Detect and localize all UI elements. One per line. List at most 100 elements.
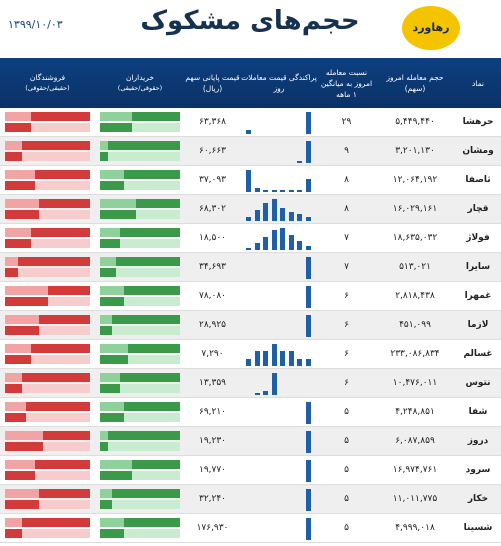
top-banner: رهاورد ۳۶۵ حجم‌های مشکوک ۱۳۹۹/۱۰/۰۳ [0, 0, 501, 78]
sellers [0, 514, 95, 542]
volume: ۶,۰۸۷,۸۵۹ [395, 436, 435, 446]
ratio-cell: ۶ [318, 282, 375, 310]
symbol-cell: دروز [455, 427, 501, 455]
ratio-cell: ۶ [318, 340, 375, 368]
sellers-legal [5, 431, 44, 440]
sellers-legal [5, 373, 22, 382]
buyers [95, 253, 185, 281]
price-cell: ۱۹,۷۷۰ [185, 456, 240, 484]
price-cell: ۷۸,۰۸۰ [185, 282, 240, 310]
buyers-legal [100, 489, 112, 498]
buyers-legal [100, 112, 132, 121]
ratio-cell: ۸ [318, 166, 375, 194]
distribution-bar [305, 257, 311, 279]
symbol: سرود [465, 465, 491, 475]
buyers-legal [100, 257, 116, 266]
sellers-real [22, 152, 90, 161]
price: ۶۳,۳۶۸ [198, 117, 227, 127]
ratio: ۸ [344, 204, 349, 214]
distribution-bar [305, 112, 311, 134]
ratio-cell: ۵ [318, 485, 375, 513]
sellers-legal [5, 286, 48, 295]
volume: ۳,۲۰۱,۱۳۰ [395, 146, 435, 156]
distribution-bar [246, 170, 251, 192]
sellers-legal [5, 518, 22, 527]
buyers [95, 311, 185, 339]
distribution-bar [246, 129, 251, 134]
buyers-legal [100, 500, 112, 509]
sellers [0, 456, 95, 484]
distribution-bar [246, 247, 251, 250]
buyers [95, 427, 185, 455]
column-title: حجم معامله امروز (سهم) [386, 73, 444, 93]
price: ۱۹,۲۳۰ [198, 436, 227, 446]
buyers-real [112, 315, 180, 324]
price: ۱۹,۷۷۰ [198, 465, 227, 475]
buyers [95, 224, 185, 252]
ratio-cell: ۷ [318, 224, 375, 252]
logo: رهاورد ۳۶۵ [402, 6, 460, 78]
buyers-real [132, 123, 180, 132]
price-cell: ۱۸,۵۰۰ [185, 224, 240, 252]
ratio-cell: ۵ [318, 514, 375, 542]
distribution-bar [280, 351, 285, 366]
distribution-bar [305, 286, 311, 308]
volume-cell: ۱۲,۰۶۴,۱۹۲ [375, 166, 455, 194]
distribution-bar [297, 241, 302, 250]
sellers-real [43, 442, 90, 451]
table-row: غسالم ۲۳۳,۰۸۶,۸۳۴ ۶ ۷,۲۹۰ [0, 340, 501, 369]
distribution-bar [305, 460, 311, 482]
volume-cell: ۵,۴۴۹,۴۴۰ [375, 108, 455, 136]
symbol-cell: شسینا [455, 514, 501, 542]
volume: ۱۸,۶۳۵,۰۳۲ [392, 233, 438, 243]
distribution-bar [280, 228, 285, 250]
buyers [95, 340, 185, 368]
price: ۳۴,۶۹۳ [198, 262, 227, 272]
sellers [0, 253, 95, 281]
column-title: نسبت معامله امروز به میانگین ۱ ماهه [320, 67, 373, 99]
symbol: ثاصفا [465, 175, 491, 185]
date: ۱۳۹۹/۱۰/۰۳ [8, 18, 63, 31]
price-cell: ۲۸,۹۲۵ [185, 311, 240, 339]
sellers-real [22, 141, 90, 150]
buyers-legal [100, 170, 124, 179]
buyers-real [124, 402, 180, 411]
table-row: ثاصفا ۱۲,۰۶۴,۱۹۲ ۸ ۳۷,۰۹۳ [0, 166, 501, 195]
sellers-legal [5, 326, 39, 335]
distribution-cell [240, 340, 318, 368]
buyers-legal [100, 239, 120, 248]
buyers-legal [100, 442, 108, 451]
buyers-legal [100, 210, 136, 219]
table-row: شسینا ۴,۹۹۹,۰۱۸ ۵ ۱۷۶,۹۳۰ [0, 514, 501, 543]
distribution-bar [254, 392, 260, 395]
buyers-real [132, 460, 180, 469]
distribution-bar [297, 160, 302, 163]
price: ۶۹,۲۱۰ [198, 407, 227, 417]
sellers-legal [5, 257, 18, 266]
ratio-cell: ۸ [318, 195, 375, 223]
sellers-legal [5, 489, 39, 498]
sellers-legal [5, 123, 31, 132]
buyers [95, 456, 185, 484]
sellers-real [30, 228, 90, 237]
buyers-legal [100, 355, 128, 364]
buyers-real [120, 373, 180, 382]
column-header: نسبت معامله امروز به میانگین ۱ ماهه [318, 58, 375, 108]
distribution-cell [240, 166, 318, 194]
sellers [0, 398, 95, 426]
buyers [95, 514, 185, 542]
ratio: ۷ [344, 262, 349, 272]
price: ۳۷,۰۹۳ [198, 175, 227, 185]
buyers-legal [100, 199, 136, 208]
volume-cell: ۲۳۳,۰۸۶,۸۳۴ [375, 340, 455, 368]
buyers-legal [100, 228, 120, 237]
buyers-real [112, 489, 180, 498]
price: ۷,۲۹۰ [201, 349, 224, 359]
buyers-real [128, 344, 180, 353]
distribution-bar [254, 210, 260, 221]
symbol: نتوس [465, 378, 491, 388]
volume: ۴,۲۴۸,۸۵۱ [395, 407, 435, 417]
sellers-legal [5, 315, 39, 324]
symbol: شسینا [463, 523, 493, 533]
symbol-cell: ومشان [455, 137, 501, 165]
